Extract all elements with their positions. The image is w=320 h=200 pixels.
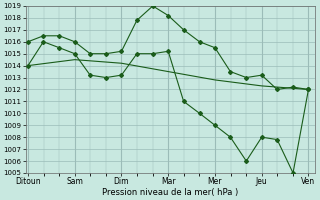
X-axis label: Pression niveau de la mer( hPa ): Pression niveau de la mer( hPa ) bbox=[102, 188, 239, 197]
